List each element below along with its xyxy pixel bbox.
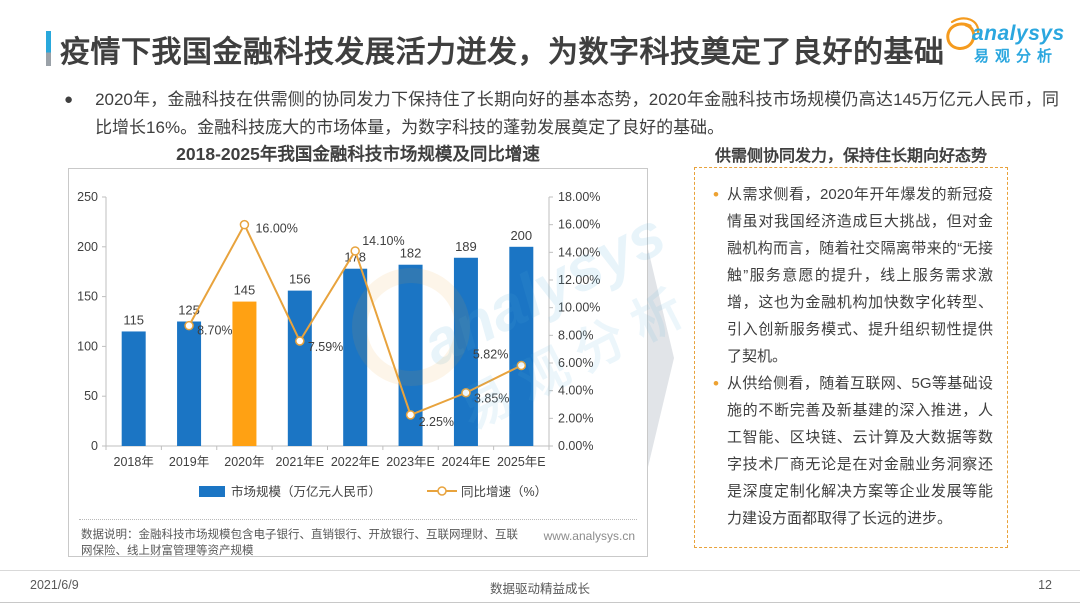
left-axis-label: 250	[77, 190, 98, 204]
right-axis-label: 12.00%	[558, 273, 600, 287]
footer-date: 2021/6/9	[30, 578, 79, 592]
right-axis-label: 14.00%	[558, 245, 600, 259]
chart-bar-2018年	[121, 331, 146, 446]
market-size-growth-chart: 0 50 100 150 200 250 0.00% 2.00% 4.00% 6.00% 8.00%…	[77, 190, 600, 499]
legend-bar-label: 市场规模（万亿元人民币）	[231, 484, 381, 499]
analysys-swirl-icon	[946, 17, 980, 50]
chart-card: 0 50 100 150 200 250 0.00% 2.00% 4.00% 6.00% 8.00%…	[68, 168, 648, 557]
chart-bar-2019年	[177, 321, 202, 446]
right-axis-label: 16.00%	[558, 218, 600, 232]
slide-bottom-edge	[0, 602, 1080, 603]
note-divider	[79, 519, 637, 520]
left-axis-label: 150	[77, 290, 98, 304]
growth-marker	[295, 336, 305, 346]
legend-line-label: 同比增速（%）	[461, 484, 547, 499]
growth-value-label: 8.70%	[197, 324, 232, 338]
x-axis-category-label: 2024年E	[442, 455, 491, 469]
footer-slogan: 数据驱动精益成长	[489, 582, 590, 596]
insight-panel: • 从需求侧看，2020年开年爆发的新冠疫情虽对我国经济造成巨大挑战，但对金融机…	[694, 167, 1008, 548]
x-axis-category-label: 2020年	[224, 455, 264, 469]
summary-text: 2020年，金融科技在供需侧的协同发力下保持住了长期向好的基本态势，2020年金…	[95, 90, 1059, 137]
growth-marker	[405, 410, 416, 420]
summary-bullet-dot: ●	[64, 91, 74, 108]
growth-marker	[184, 320, 194, 331]
chart-bar-2022年E	[343, 268, 368, 446]
footer-divider	[0, 570, 1080, 571]
chart-title: 2018-2025年我国金融科技市场规模及同比增速	[176, 144, 540, 164]
growth-value-label: 16.00%	[255, 222, 297, 236]
x-axis-category-label: 2021年E	[275, 455, 324, 469]
logo-brand-text: analysys	[972, 22, 1065, 45]
data-note: 数据说明：金融科技市场规模包含电子银行、直销银行、开放银行、互联网理财、互联网保…	[81, 529, 518, 557]
insight-panel-title: 供需侧协同发力，保持住长期向好态势	[714, 148, 987, 165]
growth-value-label: 5.82%	[473, 347, 508, 361]
growth-marker	[461, 387, 471, 398]
x-axis-category-label: 2025年E	[497, 455, 546, 469]
right-axis-label: 10.00%	[558, 301, 600, 315]
growth-marker	[516, 360, 527, 371]
chart-bar-2020年	[232, 301, 257, 446]
growth-value-label: 14.10%	[362, 234, 404, 248]
right-axis-label: 8.00%	[558, 328, 593, 342]
page-title: 疫情下我国金融科技发展活力迸发，为数字科技奠定了良好的基础	[60, 36, 945, 69]
x-axis-category-label: 2018年	[114, 455, 154, 469]
right-axis-label: 4.00%	[558, 384, 593, 398]
page-number: 12	[1038, 578, 1052, 592]
left-axis-label: 100	[77, 339, 98, 353]
growth-value-label: 2.25%	[419, 415, 454, 429]
source-url: www.analysys.cn	[543, 529, 635, 543]
right-axis-label: 2.00%	[558, 411, 593, 425]
bar-value-label: 115	[123, 312, 144, 327]
bullet-dot: •	[713, 374, 719, 393]
bullet-dot: •	[713, 185, 719, 204]
bar-value-label: 145	[234, 283, 256, 298]
logo-brand-cn-text: 易观分析	[974, 48, 1059, 65]
left-axis-label: 0	[91, 439, 98, 453]
bar-value-label: 200	[510, 228, 532, 243]
chart-bar-2024年E	[453, 257, 478, 446]
left-axis-label: 200	[77, 240, 98, 254]
bar-value-label: 189	[455, 239, 477, 254]
x-axis-category-label: 2019年	[169, 455, 209, 469]
bar-value-label: 156	[289, 272, 311, 287]
x-axis-category-label: 2023年E	[386, 455, 435, 469]
growth-marker	[350, 246, 360, 256]
legend-bar-swatch	[199, 486, 225, 497]
summary-block: ● 2020年，金融科技在供需侧的协同发力下保持住了长期向好的基本态势，2020…	[64, 86, 1059, 142]
growth-marker	[239, 219, 250, 230]
note-row: 数据说明：金融科技市场规模包含电子银行、直销银行、开放银行、互联网理财、互联网保…	[69, 520, 647, 559]
right-axis-label: 6.00%	[558, 356, 593, 370]
insight-bullet-1: • 从需求侧看，2020年开年爆发的新冠疫情虽对我国经济造成巨大挑战，但对金融机…	[707, 181, 993, 370]
legend-line-marker	[437, 486, 447, 496]
chart-bar-2025年E	[509, 246, 534, 446]
title-accent-bar	[46, 31, 51, 66]
left-axis-label: 50	[84, 389, 98, 403]
analysys-logo: analysys 易观分析	[932, 12, 1064, 68]
bar-value-label: 182	[400, 246, 422, 261]
chart-bar-2021年E	[287, 290, 312, 446]
right-axis-label: 0.00%	[558, 439, 593, 453]
growth-value-label: 7.59%	[308, 340, 343, 354]
growth-value-label: 3.85%	[474, 392, 509, 406]
right-axis-label: 18.00%	[558, 190, 600, 204]
x-axis-category-label: 2022年E	[331, 455, 380, 469]
insight-bullet-1-text: 从需求侧看，2020年开年爆发的新冠疫情虽对我国经济造成巨大挑战，但对金融机构而…	[726, 186, 993, 365]
insight-bullet-2-text: 从供给侧看，随着互联网、5G等基础设施的不断完善及新基建的深入推进，人工智能、区…	[726, 375, 993, 527]
insight-bullet-2: • 从供给侧看，随着互联网、5G等基础设施的不断完善及新基建的深入推进，人工智能…	[707, 370, 993, 532]
